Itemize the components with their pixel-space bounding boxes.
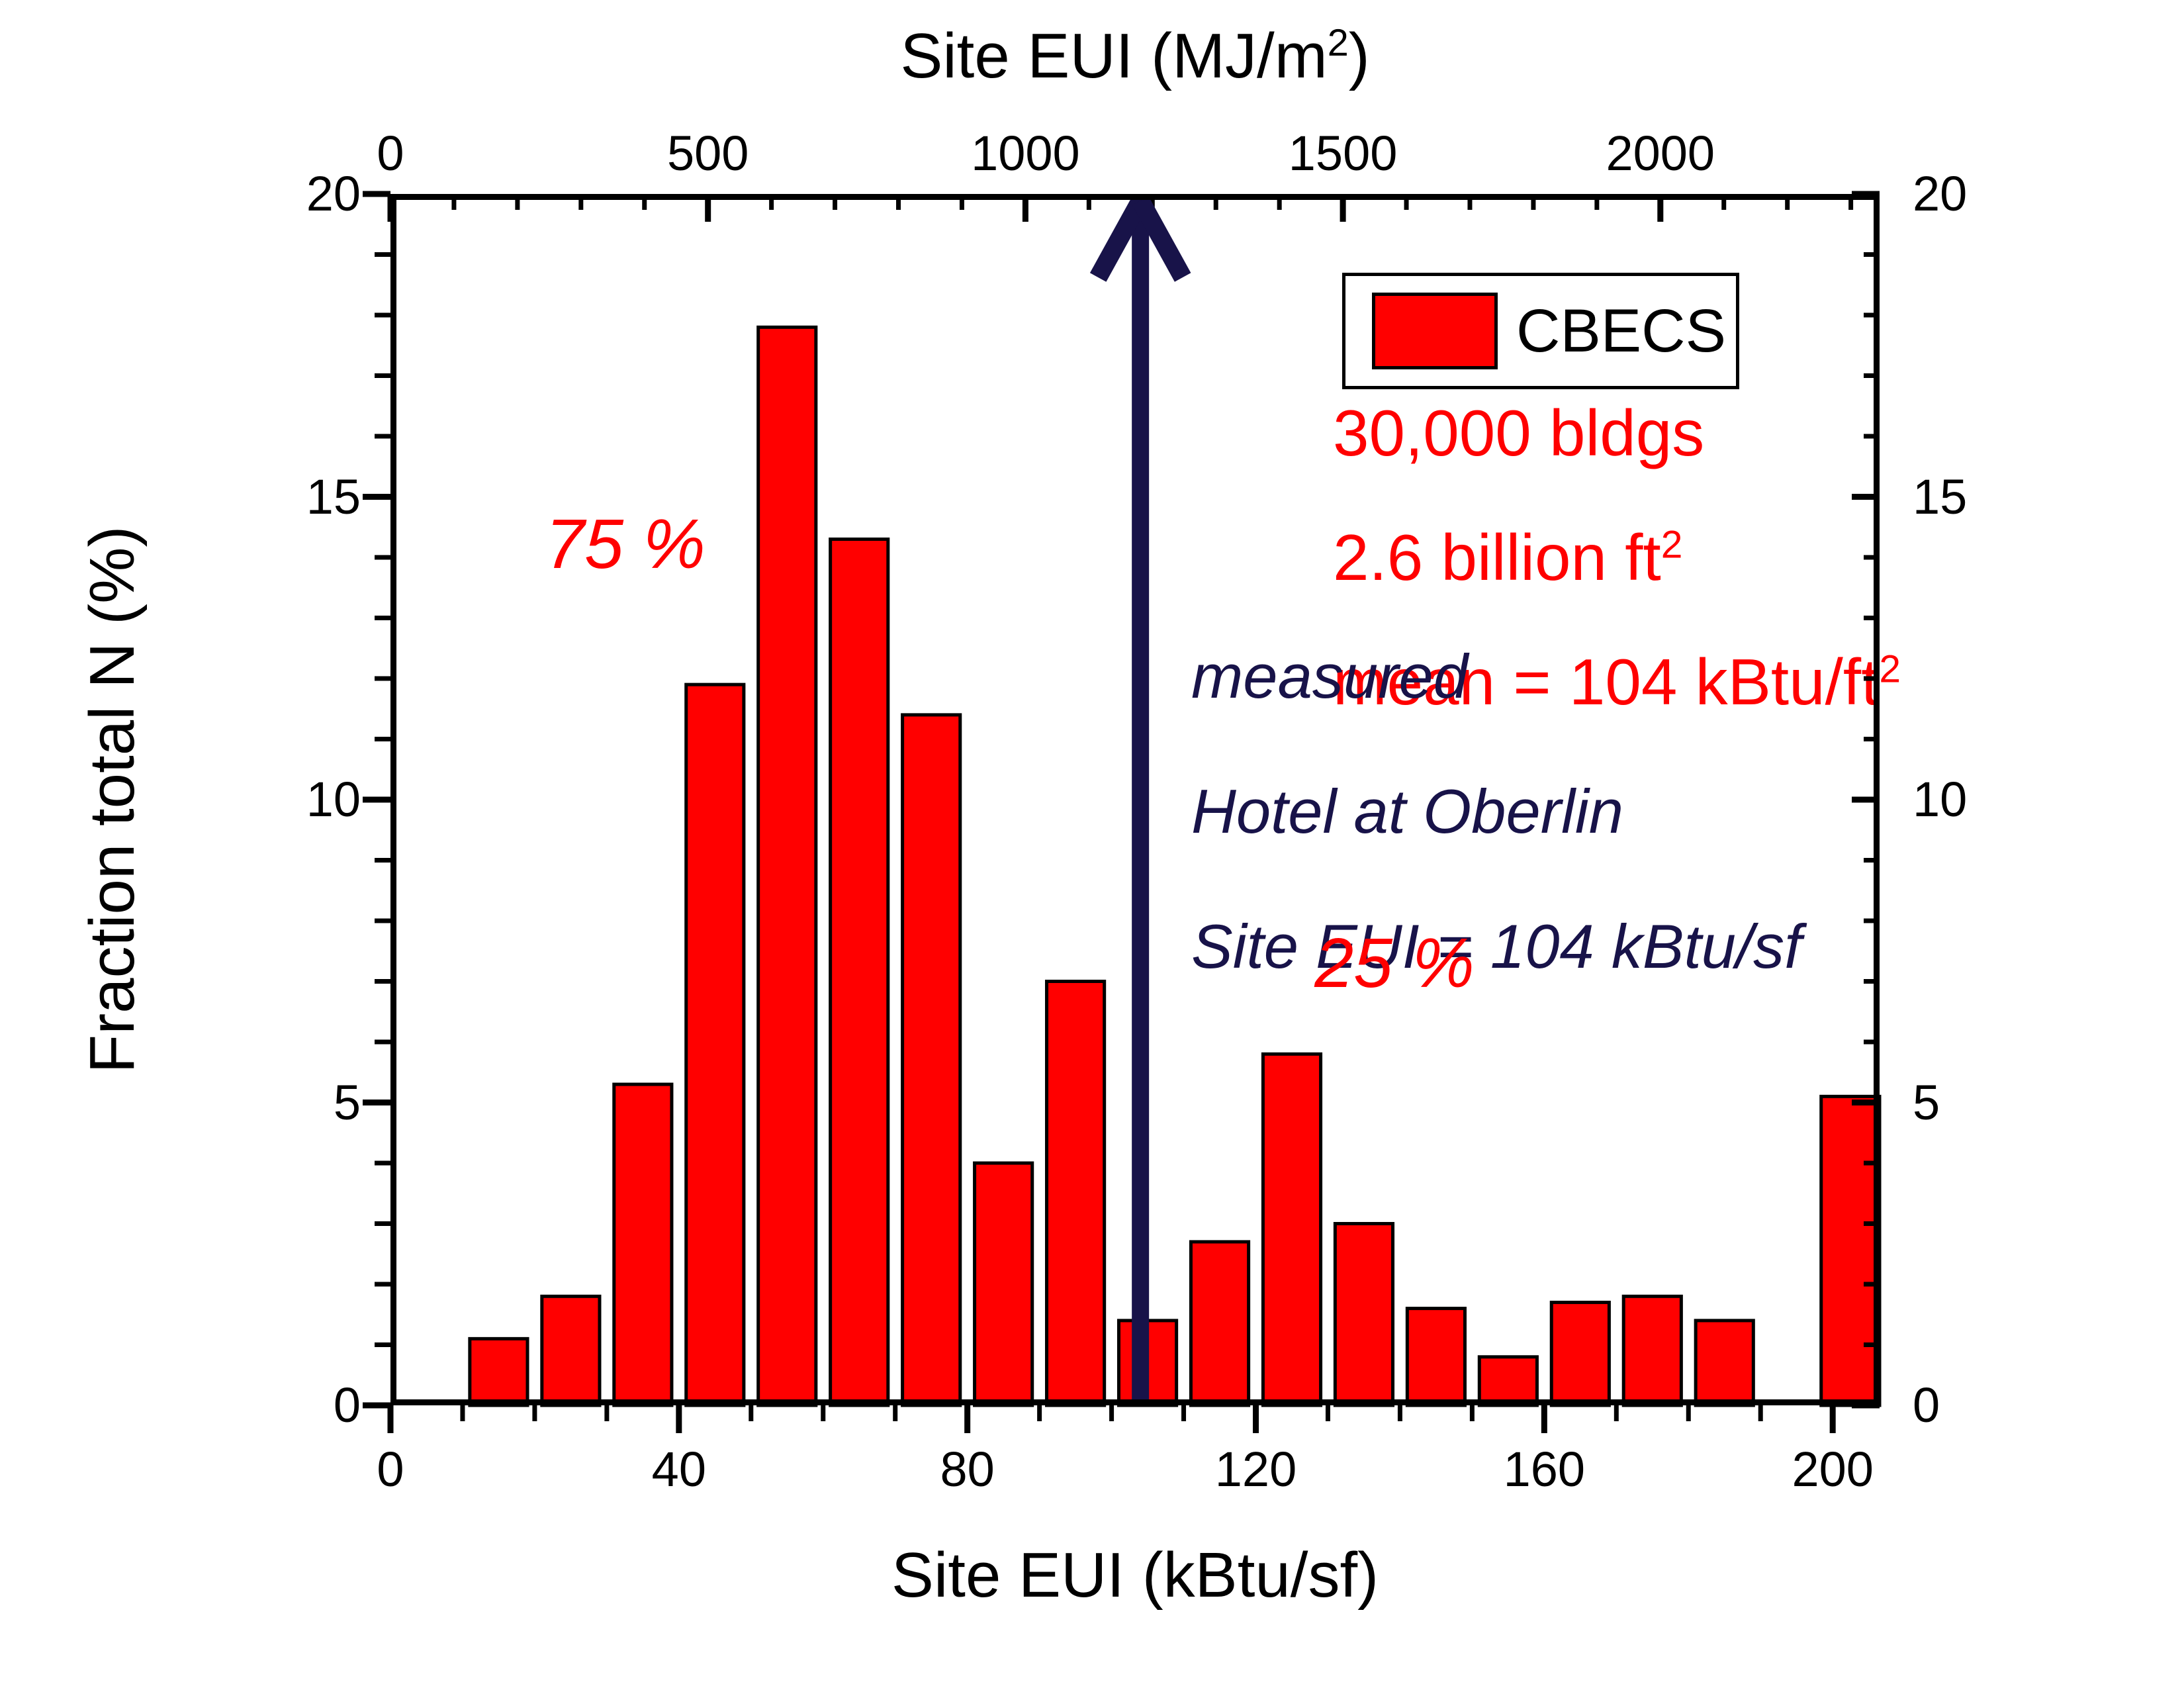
top-axis-title-close: )	[1348, 21, 1370, 91]
histogram-bar	[829, 538, 890, 1407]
measured-eui-arrow-shaft	[1132, 198, 1150, 1405]
top-axis-title-text: Site EUI (MJ/m	[900, 21, 1328, 91]
histogram-bar	[1189, 1240, 1251, 1407]
top-axis-title-superscript: 2	[1327, 22, 1349, 64]
histogram-bar	[973, 1161, 1034, 1407]
cbecs-stats-annotation: 30,000 bldgs 2.6 billion ft2 mean = 104 …	[1333, 371, 1929, 744]
measured-eui-arrow-barb-right	[1132, 196, 1191, 282]
histogram-bar	[1819, 1094, 1882, 1407]
histogram-bar	[1549, 1300, 1611, 1407]
histogram-bar	[1261, 1052, 1323, 1407]
plot-border	[390, 194, 1880, 1405]
right-axis-tick-label: 5	[1913, 1074, 1940, 1130]
histogram-bar	[540, 1294, 602, 1407]
annotation-floor-area: 2.6 billion ft2	[1333, 521, 1683, 594]
left-axis-tick-label: 15	[306, 469, 361, 524]
histogram-bar	[901, 713, 962, 1407]
left-axis-tick-label: 0	[333, 1378, 361, 1432]
bottom-axis-tick-label: 80	[940, 1442, 995, 1497]
bottom-axis-tick-label: 160	[1503, 1442, 1586, 1497]
measured-eui-arrow-barb-left	[1089, 196, 1149, 282]
legend-box: CBECS	[1342, 273, 1739, 389]
histogram-bar	[1621, 1294, 1683, 1407]
annotation-measured: measured	[1191, 641, 1468, 711]
bottom-axis-tick-label: 40	[651, 1442, 706, 1497]
right-axis-tick-label: 10	[1913, 772, 1968, 827]
top-axis-title: Site EUI (MJ/m2)	[390, 17, 1880, 96]
bottom-axis-tick-label: 200	[1792, 1442, 1874, 1497]
bottom-axis-tick-label: 120	[1214, 1442, 1297, 1497]
right-axis-tick-label: 15	[1913, 469, 1968, 524]
annotation-hotel-name: Hotel at Oberlin	[1191, 776, 1624, 846]
histogram-bar	[1405, 1307, 1467, 1407]
percentile-75-label: 75 %	[545, 505, 705, 583]
legend-color-swatch	[1372, 293, 1498, 369]
annotation-buildings-count: 30,000 bldgs	[1333, 397, 1705, 469]
right-axis-tick-label: 0	[1913, 1378, 1940, 1432]
histogram-bar	[684, 682, 746, 1407]
histogram-bar	[468, 1336, 529, 1407]
histogram-bar	[1694, 1319, 1755, 1407]
legend-label: CBECS	[1516, 297, 1726, 365]
left-axis-tick-label: 20	[306, 166, 361, 221]
left-axis-title: Fraction total N (%)	[77, 526, 148, 1074]
histogram-bar	[756, 325, 818, 1407]
histogram-plot-area	[363, 191, 1882, 1433]
annotation-mean-eui: mean = 104 kBtu/ft2	[1333, 645, 1901, 718]
histogram-bar	[1477, 1355, 1539, 1407]
annotation-site-eui: Site EUI = 104 kBtu/sf	[1191, 912, 1802, 981]
top-axis-tick-label: 1000	[971, 126, 1080, 181]
top-axis-tick-label: 1500	[1288, 126, 1398, 181]
right-axis-tick-label: 20	[1913, 166, 1968, 221]
left-axis-tick-label: 5	[333, 1074, 361, 1130]
top-axis-tick-label: 2000	[1606, 126, 1715, 181]
bottom-axis-tick-label: 0	[377, 1442, 404, 1497]
bottom-axis-title: Site EUI (kBtu/sf)	[891, 1540, 1379, 1611]
percentile-25-label: 25 %	[1314, 924, 1475, 1002]
histogram-bar	[612, 1082, 674, 1407]
top-axis-tick-label: 500	[666, 126, 749, 181]
measured-hotel-annotation: measured Hotel at Oberlin Site EUI = 104…	[1191, 609, 1853, 1014]
top-axis-tick-label: 0	[377, 126, 404, 181]
histogram-bar	[1333, 1222, 1395, 1407]
left-axis-tick-label: 10	[306, 772, 361, 827]
histogram-bar	[1045, 980, 1107, 1407]
